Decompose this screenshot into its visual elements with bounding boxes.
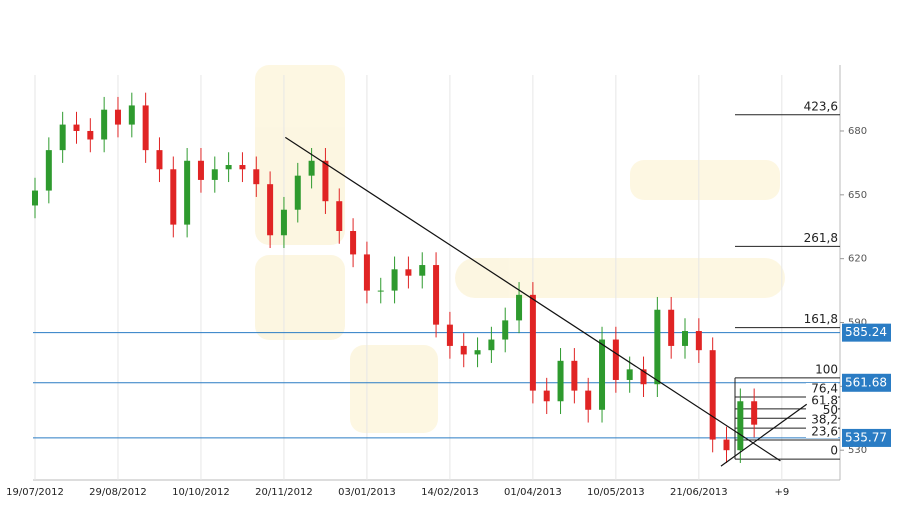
candle-body <box>585 390 592 410</box>
candle-body <box>723 439 730 451</box>
fib-label: 161,8 <box>804 312 838 326</box>
fib-label-bg <box>806 394 838 407</box>
candle-body <box>405 269 412 276</box>
candle-body <box>709 350 716 440</box>
candle-body <box>516 294 523 321</box>
candle-body <box>612 339 619 380</box>
candle-body <box>737 401 744 451</box>
candle-body <box>197 160 204 180</box>
trendline <box>284 136 781 462</box>
candle-body <box>253 169 260 185</box>
candle-body <box>419 265 426 276</box>
candle-body <box>626 369 633 380</box>
fib-label-bg <box>806 425 838 438</box>
candle-body <box>73 124 80 131</box>
fib-label-bg <box>806 363 838 376</box>
candle-body <box>101 109 108 140</box>
fib-label-bg <box>806 313 838 326</box>
price-level-label: 561.68 <box>845 375 887 389</box>
price-level-box <box>842 373 891 392</box>
candle-body <box>682 331 689 346</box>
candle-body <box>114 109 121 125</box>
candle-body <box>170 169 177 225</box>
candle-body <box>474 350 481 355</box>
candle-body <box>446 324 453 346</box>
fib-label: 23,6 <box>811 424 838 438</box>
candle-body <box>599 339 606 410</box>
fib-label: 50 <box>823 403 838 417</box>
fib-label: 61,8 <box>811 393 838 407</box>
candle-body <box>142 105 149 151</box>
candle-body <box>308 160 315 176</box>
candle-body <box>433 265 440 325</box>
y-tick-label: 530 <box>848 445 867 456</box>
fib-label: 423,6 <box>804 99 838 113</box>
candle-body <box>128 105 135 125</box>
fib-label: 76,4 <box>811 382 838 396</box>
fib-label-bg <box>806 404 838 417</box>
candle-body <box>45 150 52 191</box>
candle-body <box>543 390 550 402</box>
candle-body <box>377 290 384 292</box>
x-tick-label: 19/07/2012 <box>6 487 64 498</box>
y-tick-label: 590 <box>848 318 867 329</box>
x-tick-label: 03/01/2013 <box>338 487 396 498</box>
fib-label-bg <box>806 445 838 458</box>
x-tick-label: +9 <box>774 487 789 498</box>
candle-body <box>460 345 467 355</box>
candle-body <box>239 165 246 170</box>
x-tick-label: 20/11/2012 <box>255 487 313 498</box>
candle-body <box>267 184 274 236</box>
candle-body <box>280 209 287 236</box>
fib-label-bg <box>806 414 838 427</box>
candle-body <box>350 231 357 255</box>
candle-body <box>59 124 66 151</box>
candle-body <box>156 150 163 170</box>
candle-body <box>391 269 398 291</box>
candle-body <box>668 309 675 346</box>
candle-body <box>32 190 38 206</box>
candle-body <box>571 360 578 391</box>
y-tick-label: 620 <box>848 254 867 265</box>
fib-label: 38,2 <box>811 413 838 427</box>
candle-body <box>695 331 702 351</box>
candle-body <box>640 369 647 385</box>
y-tick-label: 680 <box>848 126 867 137</box>
candle-body <box>294 175 301 210</box>
price-level-box <box>842 323 891 342</box>
fib-label-bg <box>806 100 838 113</box>
x-tick-label: 10/05/2013 <box>587 487 645 498</box>
candle-body <box>488 339 495 351</box>
candle-body <box>502 320 509 340</box>
candle-body <box>322 160 329 202</box>
x-tick-label: 10/10/2012 <box>172 487 230 498</box>
candle-body <box>211 169 218 180</box>
candle-body <box>87 130 94 140</box>
price-level-label: 535.77 <box>845 430 887 444</box>
x-tick-label: 01/04/2013 <box>504 487 562 498</box>
candle-body <box>654 309 661 385</box>
fib-label: 0 <box>830 444 838 458</box>
fib-label: 100 <box>815 362 838 376</box>
candle-body <box>225 165 232 170</box>
y-tick-label: 650 <box>848 190 867 201</box>
price-level-label: 585.24 <box>845 325 887 339</box>
candle-body <box>529 294 536 391</box>
x-tick-label: 14/02/2013 <box>421 487 479 498</box>
x-tick-label: 21/06/2013 <box>670 487 728 498</box>
fib-label: 261,8 <box>804 231 838 245</box>
candle-body <box>184 160 191 225</box>
trendline <box>720 403 808 467</box>
fib-label-bg <box>806 232 838 245</box>
x-tick-label: 29/08/2012 <box>89 487 147 498</box>
candle-body <box>751 401 758 425</box>
candle-body <box>336 201 343 231</box>
price-level-box <box>842 428 891 447</box>
candle-body <box>363 254 370 291</box>
candle-body <box>557 360 564 402</box>
fib-label-bg <box>806 383 838 395</box>
